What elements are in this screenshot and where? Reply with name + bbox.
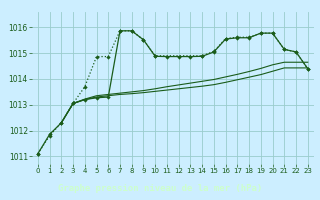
Text: Graphe pression niveau de la mer (hPa): Graphe pression niveau de la mer (hPa) xyxy=(58,184,262,193)
